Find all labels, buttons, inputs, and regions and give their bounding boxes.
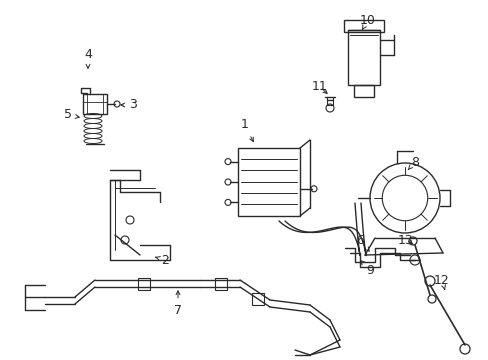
Bar bbox=[215, 278, 226, 290]
Text: 10: 10 bbox=[359, 13, 375, 30]
Text: 9: 9 bbox=[360, 261, 373, 276]
Text: 3: 3 bbox=[121, 99, 137, 112]
Text: 11: 11 bbox=[311, 81, 327, 94]
Text: 13: 13 bbox=[397, 234, 413, 247]
Bar bbox=[347, 30, 379, 85]
Text: 5: 5 bbox=[64, 108, 79, 122]
Bar bbox=[353, 85, 373, 97]
Text: 12: 12 bbox=[433, 274, 449, 289]
Text: 1: 1 bbox=[241, 118, 253, 141]
Bar bbox=[138, 278, 150, 290]
Bar bbox=[343, 20, 383, 32]
Text: 8: 8 bbox=[407, 156, 418, 170]
Bar bbox=[238, 148, 299, 216]
Text: 4: 4 bbox=[84, 49, 92, 68]
Bar bbox=[251, 293, 264, 305]
Text: 2: 2 bbox=[155, 253, 168, 266]
Text: 7: 7 bbox=[174, 291, 182, 316]
Bar bbox=[83, 94, 107, 114]
Text: 6: 6 bbox=[355, 234, 368, 251]
